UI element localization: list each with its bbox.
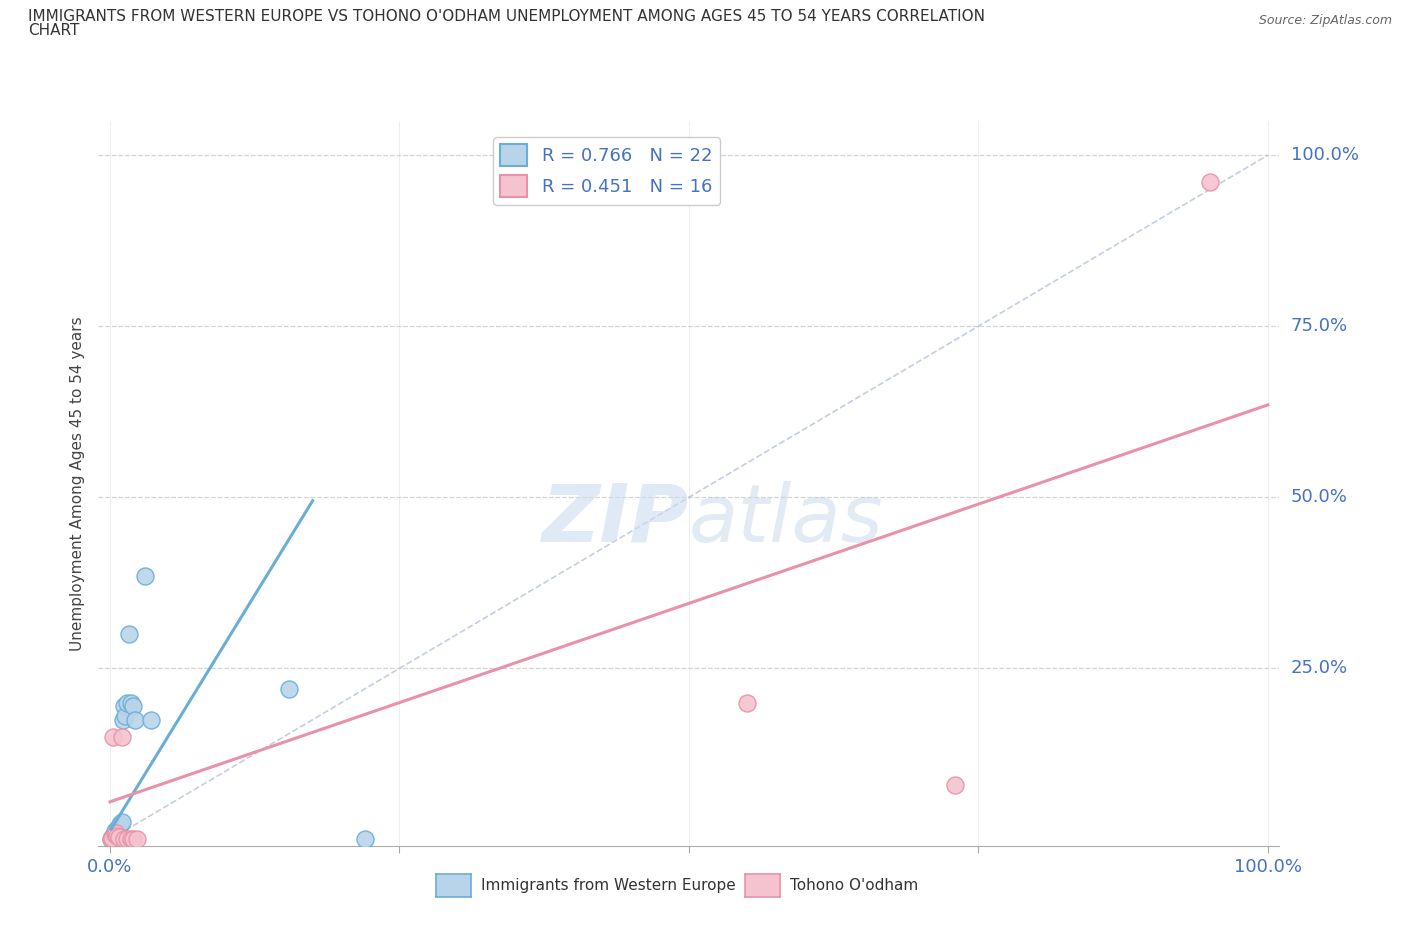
Text: atlas: atlas [689, 481, 884, 559]
Legend: R = 0.766   N = 22, R = 0.451   N = 16: R = 0.766 N = 22, R = 0.451 N = 16 [494, 138, 720, 205]
Text: 50.0%: 50.0% [1291, 488, 1347, 506]
Point [114, 709, 136, 724]
Point [110, 729, 132, 744]
Point [105, 822, 128, 837]
Text: 100.0%: 100.0% [1291, 146, 1358, 164]
Point [110, 817, 132, 831]
Point [101, 830, 124, 845]
Point [943, 777, 966, 792]
Point [124, 712, 146, 727]
Point [105, 829, 128, 844]
Point [103, 729, 125, 744]
Text: ZIP: ZIP [541, 481, 689, 559]
Point [122, 698, 145, 713]
Point [353, 831, 375, 846]
Point [108, 830, 131, 844]
Point [103, 829, 125, 844]
Point [125, 831, 148, 846]
Point [104, 824, 127, 839]
Point [107, 825, 129, 840]
Point [1199, 175, 1222, 190]
Point [100, 831, 122, 846]
Point [120, 695, 142, 710]
Point [101, 830, 124, 844]
Point [117, 627, 139, 642]
Point [112, 831, 135, 846]
Point [110, 815, 132, 830]
Point [117, 831, 139, 846]
Point [112, 698, 135, 713]
Point [278, 682, 301, 697]
Text: CHART: CHART [28, 23, 80, 38]
Point [139, 712, 162, 727]
Point [122, 831, 145, 846]
Text: IMMIGRANTS FROM WESTERN EUROPE VS TOHONO O'ODHAM UNEMPLOYMENT AMONG AGES 45 TO 5: IMMIGRANTS FROM WESTERN EUROPE VS TOHONO… [28, 9, 986, 24]
Text: 75.0%: 75.0% [1291, 317, 1348, 335]
Point [104, 827, 127, 842]
Point [120, 831, 142, 846]
Point [111, 712, 134, 727]
Text: Immigrants from Western Europe: Immigrants from Western Europe [481, 878, 735, 894]
Text: 25.0%: 25.0% [1291, 659, 1348, 677]
Text: Tohono O'odham: Tohono O'odham [790, 878, 918, 894]
Text: Source: ZipAtlas.com: Source: ZipAtlas.com [1258, 14, 1392, 27]
Point [104, 827, 127, 842]
Point [117, 695, 139, 710]
Point [104, 825, 127, 840]
Point [735, 695, 758, 710]
Point [100, 831, 122, 846]
Point [108, 819, 131, 834]
Point [134, 568, 156, 583]
Y-axis label: Unemployment Among Ages 45 to 54 years: Unemployment Among Ages 45 to 54 years [69, 316, 84, 651]
